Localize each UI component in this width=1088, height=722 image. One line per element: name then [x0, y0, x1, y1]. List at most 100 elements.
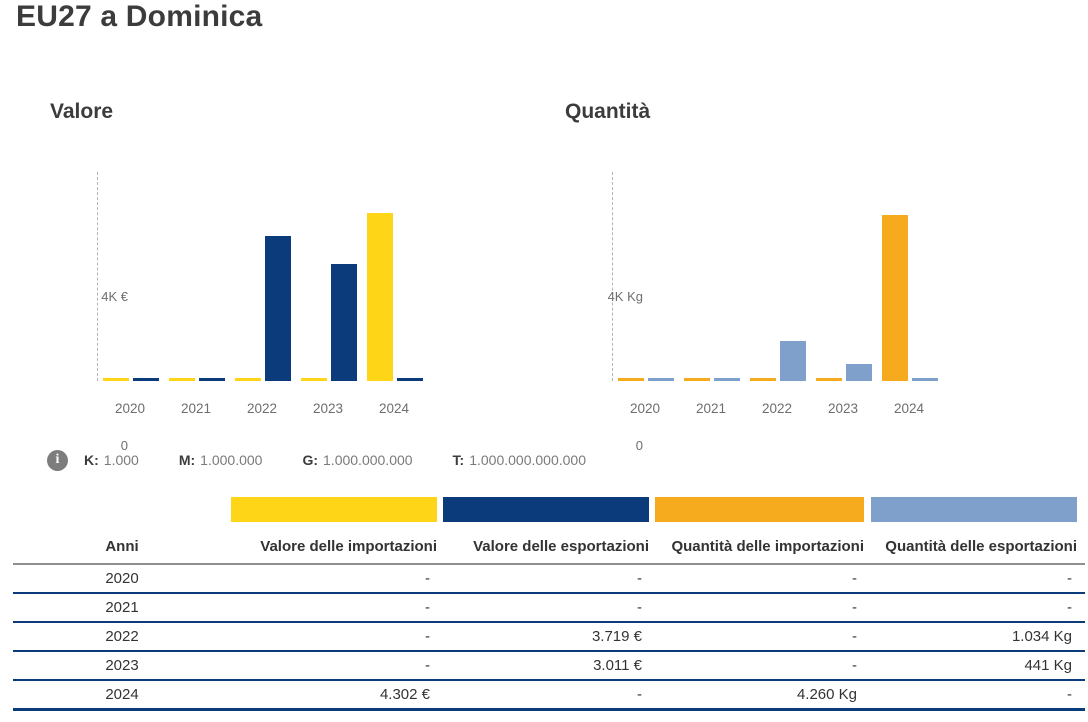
- value-cell: -: [649, 622, 864, 652]
- quantita-y-zero-label: 0: [635, 438, 643, 453]
- col-header-quantita-esportazioni: Quantità delle esportazioni: [864, 534, 1085, 565]
- value-cell: 4.302 €: [231, 680, 437, 711]
- unit-key: K:: [84, 452, 99, 468]
- table-row-2020: 2020- - - -: [13, 564, 1085, 594]
- quantita-chart-title: Quantità: [565, 100, 651, 123]
- bar-group-2023: [296, 172, 362, 381]
- value-cell: 3.011 €: [437, 651, 649, 681]
- valore-y-axis: 4K € 0: [97, 172, 429, 453]
- valore-x-axis: 2020 2021 2022 2023 2024: [97, 401, 427, 416]
- bar-quantit-delle-importazioni-2023: [816, 378, 842, 381]
- legend-bar-valore-esportazioni: [443, 497, 649, 522]
- bar-valore-delle-esportazioni-2022: [265, 236, 291, 381]
- valore-chart: Valore 4K € 0 2020 2021 2022 2023 2024: [50, 100, 520, 453]
- unit-key: G:: [302, 452, 319, 468]
- bar-group-2020: [98, 172, 164, 381]
- bar-group-2024: [362, 172, 428, 381]
- bar-group-2021: [679, 172, 745, 381]
- value-cell: -: [649, 651, 864, 681]
- unit-value: 1.000.000.000.000: [469, 452, 586, 468]
- value-cell: 3.719 €: [437, 622, 649, 652]
- value-cell: -: [437, 564, 649, 594]
- year-cell: 2021: [13, 593, 231, 623]
- bar-quantit-delle-importazioni-2020: [618, 378, 644, 381]
- x-axis-label-2020: 2020: [114, 401, 146, 416]
- x-axis-label-2023: 2023: [312, 401, 344, 416]
- info-icon[interactable]: i: [47, 449, 68, 471]
- value-cell: -: [231, 564, 437, 594]
- quantita-x-axis: 2020 2021 2022 2023 2024: [612, 401, 942, 416]
- bar-group-2022: [230, 172, 296, 381]
- value-cell: -: [231, 622, 437, 652]
- unit-value: 1.000: [103, 452, 139, 468]
- bar-valore-delle-importazioni-2023: [301, 378, 327, 381]
- valore-y-max-label: 4K €: [101, 289, 128, 304]
- legend-bar-valore-importazioni: [231, 497, 437, 522]
- data-table: Anni Valore delle importazioni Valore de…: [13, 534, 1085, 711]
- quantita-bar-plot: [613, 172, 943, 381]
- bar-valore-delle-esportazioni-2021: [199, 378, 225, 381]
- year-cell: 2022: [13, 622, 231, 652]
- unit-value: 1.000.000.000: [323, 452, 413, 468]
- bar-valore-delle-importazioni-2024: [367, 213, 393, 381]
- bar-quantit-delle-esportazioni-2020: [648, 378, 674, 381]
- bar-group-2024: [877, 172, 943, 381]
- value-cell: -: [437, 593, 649, 623]
- bar-group-2020: [613, 172, 679, 381]
- value-cell: -: [649, 564, 864, 594]
- x-axis-label-2024: 2024: [893, 401, 925, 416]
- unit-key: T:: [452, 452, 465, 468]
- x-axis-label-2022: 2022: [246, 401, 278, 416]
- quantita-chart: Quantità 4K Kg 0 2020 2021 2022 2023 2024: [565, 100, 1035, 453]
- table-body: 2020- - - -2021- - - -2022-3.719 € -1.034 Kg 202…: [13, 564, 1085, 711]
- value-cell: -: [864, 680, 1085, 711]
- value-cell: 1.034 Kg: [864, 622, 1085, 652]
- x-axis-label-2022: 2022: [761, 401, 793, 416]
- bar-valore-delle-importazioni-2021: [169, 378, 195, 381]
- value-cell: -: [231, 651, 437, 681]
- value-cell: 4.260 Kg: [649, 680, 864, 711]
- quantita-y-max-label: 4K Kg: [607, 289, 643, 304]
- unit-legend: i K: 1.000 M: 1.000.000 G: 1.000.000.000 T: 1.0…: [47, 448, 586, 472]
- year-cell: 2023: [13, 651, 231, 681]
- bar-quantit-delle-importazioni-2022: [750, 378, 776, 381]
- table-row-2022: 2022-3.719 € -1.034 Kg: [13, 622, 1085, 652]
- bar-valore-delle-esportazioni-2020: [133, 378, 159, 381]
- unit-value: 1.000.000: [200, 452, 263, 468]
- bar-group-2021: [164, 172, 230, 381]
- value-cell: -: [437, 680, 649, 711]
- x-axis-label-2021: 2021: [180, 401, 212, 416]
- value-cell: -: [231, 593, 437, 623]
- unit-key: M:: [178, 452, 196, 468]
- year-cell: 2024: [13, 680, 231, 711]
- x-axis-label-2021: 2021: [695, 401, 727, 416]
- bar-quantit-delle-importazioni-2021: [684, 378, 710, 381]
- col-header-quantita-importazioni: Quantità delle importazioni: [649, 534, 864, 565]
- valore-chart-title: Valore: [50, 100, 114, 123]
- bar-quantit-delle-esportazioni-2023: [846, 364, 872, 381]
- bar-quantit-delle-importazioni-2024: [882, 215, 908, 381]
- bar-valore-delle-importazioni-2020: [103, 378, 129, 381]
- bar-quantit-delle-esportazioni-2024: [912, 378, 938, 381]
- value-cell: -: [649, 593, 864, 623]
- bar-group-2023: [811, 172, 877, 381]
- table-header-row: Anni Valore delle importazioni Valore de…: [13, 534, 1085, 565]
- unit-legend-items: K: 1.000 M: 1.000.000 G: 1.000.000.000 T: 1.000…: [84, 452, 586, 468]
- bar-quantit-delle-esportazioni-2022: [780, 341, 806, 381]
- bar-valore-delle-importazioni-2022: [235, 378, 261, 381]
- unit-item-t: T: 1.000.000.000.000: [453, 452, 586, 468]
- unit-item-m: M: 1.000.000: [179, 452, 263, 468]
- x-axis-label-2024: 2024: [378, 401, 410, 416]
- col-header-valore-esportazioni: Valore delle esportazioni: [437, 534, 649, 565]
- value-cell: -: [864, 593, 1085, 623]
- valore-y-zero-label: 0: [120, 438, 128, 453]
- bar-quantit-delle-esportazioni-2021: [714, 378, 740, 381]
- valore-bar-plot: [98, 172, 428, 381]
- table-row-2021: 2021- - - -: [13, 593, 1085, 623]
- bar-group-2022: [745, 172, 811, 381]
- legend-bar-quantita-esportazioni: [871, 497, 1077, 522]
- value-cell: -: [864, 564, 1085, 594]
- value-cell: 441 Kg: [864, 651, 1085, 681]
- col-header-anni: Anni: [13, 534, 231, 565]
